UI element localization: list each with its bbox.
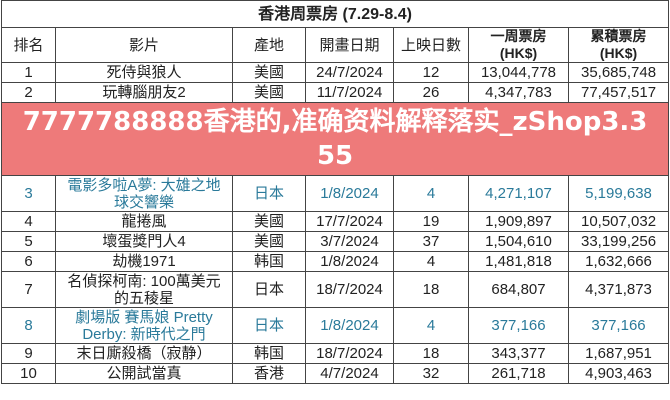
table-row: 9 末日廝殺橋（寂静） 韩国 18/7/2024 18 343,377 1,687,951: [1, 343, 670, 364]
cell-rank: 10: [1, 363, 56, 384]
cell-days: 18: [393, 343, 469, 364]
cell-rank: 6: [1, 251, 56, 272]
cell-film: 劇場版 賽馬娘 Pretty Derby: 新時代之門: [55, 307, 233, 344]
header-date: 開畫日期: [305, 27, 394, 63]
cell-total: 4,371,873: [567, 271, 670, 308]
cell-film: 死侍與狼人: [55, 62, 233, 83]
cell-week: 1,504,610: [468, 231, 569, 252]
cell-total: 33,199,256: [567, 231, 670, 252]
cell-film: 玩轉腦朋友2: [55, 82, 233, 103]
cell-date: 18/7/2024: [305, 343, 394, 364]
cell-total: 1,687,951: [567, 343, 670, 364]
box-office-table: 香港周票房 (7.29-8.4) 排名 影片 產地 開畫日期 上映日數 一周票房…: [0, 0, 670, 384]
cell-origin: 美國: [232, 62, 306, 83]
cell-date: 24/7/2024: [305, 62, 394, 83]
cell-origin: 香港: [232, 363, 306, 384]
cell-days: 12: [393, 62, 469, 83]
cell-week: 4,271,107: [468, 175, 569, 212]
cell-rank: 1: [1, 62, 56, 83]
cell-rank: 4: [1, 211, 56, 232]
cell-origin: 韩国: [232, 251, 306, 272]
header-film: 影片: [55, 27, 233, 63]
cell-days: 4: [393, 307, 469, 344]
cell-days: 4: [393, 251, 469, 272]
table-row: 8 劇場版 賽馬娘 Pretty Derby: 新時代之門 日本 1/8/2024 4 3…: [1, 307, 670, 344]
cell-days: 26: [393, 82, 469, 103]
table-row: 4 龍捲風 美國 17/7/2024 19 1,909,897 10,507,032: [1, 211, 670, 232]
cell-days: 32: [393, 363, 469, 384]
cell-rank: 9: [1, 343, 56, 364]
cell-days: 37: [393, 231, 469, 252]
cell-total: 10,507,032: [567, 211, 670, 232]
header-origin: 產地: [232, 27, 306, 63]
cell-total: 35,685,748: [567, 62, 670, 83]
header-rank: 排名: [1, 27, 56, 63]
cell-date: 18/7/2024: [305, 271, 394, 308]
cell-rank: 3: [1, 175, 56, 212]
table-row: 6 劫機1971 韩国 1/8/2024 4 1,481,818 1,632,666: [1, 251, 670, 272]
cell-film: 壞蛋獎門人4: [55, 231, 233, 252]
cell-week: 261,718: [468, 363, 569, 384]
cell-week: 1,481,818: [468, 251, 569, 272]
cell-week: 343,377: [468, 343, 569, 364]
cell-film: 劫機1971: [55, 251, 233, 272]
cell-week: 4,347,783: [468, 82, 569, 103]
cell-date: 11/7/2024: [305, 82, 394, 103]
cell-total: 377,166: [567, 307, 670, 344]
header-days: 上映日數: [393, 27, 469, 63]
cell-film: 龍捲風: [55, 211, 233, 232]
cell-film: 名偵探柯南: 100萬美元的五稜星: [55, 271, 233, 308]
cell-film: 公開試當真: [55, 363, 233, 384]
cell-origin: 美國: [232, 211, 306, 232]
cell-rank: 7: [1, 271, 56, 308]
cell-date: 17/7/2024: [305, 211, 394, 232]
cell-origin: 日本: [232, 175, 306, 212]
cell-film: 電影多啦A夢: 大雄之地球交響樂: [55, 175, 233, 212]
table-title: 香港周票房 (7.29-8.4): [0, 0, 670, 28]
table-row: 7 名偵探柯南: 100萬美元的五稜星 日本 18/7/2024 18 684,807 4,…: [1, 271, 670, 308]
header-week-gross: 一周票房 (HK$): [468, 27, 569, 63]
header-total-gross: 累積票房 (HK$): [567, 27, 670, 63]
cell-origin: 美國: [232, 82, 306, 103]
cell-week: 377,166: [468, 307, 569, 344]
cell-week: 1,909,897: [468, 211, 569, 232]
overlay-banner: 7777788888香港的,准确资料解释落实_zShop3.355: [0, 102, 670, 176]
cell-rank: 5: [1, 231, 56, 252]
cell-origin: 韩国: [232, 343, 306, 364]
table-row: 1 死侍與狼人 美國 24/7/2024 12 13,044,778 35,685,748: [1, 62, 670, 83]
cell-week: 684,807: [468, 271, 569, 308]
cell-origin: 日本: [232, 307, 306, 344]
cell-rank: 2: [1, 82, 56, 103]
table-row: 2 玩轉腦朋友2 美國 11/7/2024 26 4,347,783 77,457,517: [1, 82, 670, 103]
cell-week: 13,044,778: [468, 62, 569, 83]
cell-origin: 日本: [232, 271, 306, 308]
cell-date: 1/8/2024: [305, 307, 394, 344]
table-row: 10 公開試當真 香港 4/7/2024 32 261,718 4,903,463: [1, 363, 670, 384]
cell-days: 19: [393, 211, 469, 232]
cell-total: 77,457,517: [567, 82, 670, 103]
table-row: 3 電影多啦A夢: 大雄之地球交響樂 日本 1/8/2024 4 4,271,107 5,1…: [1, 175, 670, 212]
cell-total: 1,632,666: [567, 251, 670, 272]
cell-origin: 美國: [232, 231, 306, 252]
banner-text: 7777788888香港的,准确资料解释落实_zShop3.355: [0, 102, 670, 176]
cell-date: 1/8/2024: [305, 175, 394, 212]
cell-total: 4,903,463: [567, 363, 670, 384]
table-row: 5 壞蛋獎門人4 美國 3/7/2024 37 1,504,610 33,199,256: [1, 231, 670, 252]
cell-date: 4/7/2024: [305, 363, 394, 384]
cell-date: 1/8/2024: [305, 251, 394, 272]
cell-days: 4: [393, 175, 469, 212]
cell-date: 3/7/2024: [305, 231, 394, 252]
cell-days: 18: [393, 271, 469, 308]
cell-rank: 8: [1, 307, 56, 344]
cell-total: 5,199,638: [567, 175, 670, 212]
cell-film: 末日廝殺橋（寂静）: [55, 343, 233, 364]
